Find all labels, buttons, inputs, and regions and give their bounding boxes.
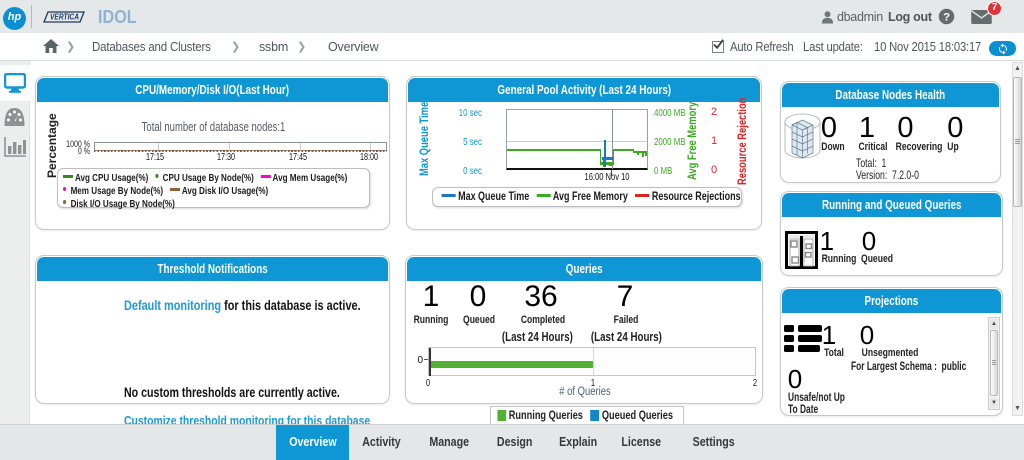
svg-text:VERTICA: VERTICA: [50, 13, 79, 22]
svg-text:?: ?: [943, 12, 950, 24]
